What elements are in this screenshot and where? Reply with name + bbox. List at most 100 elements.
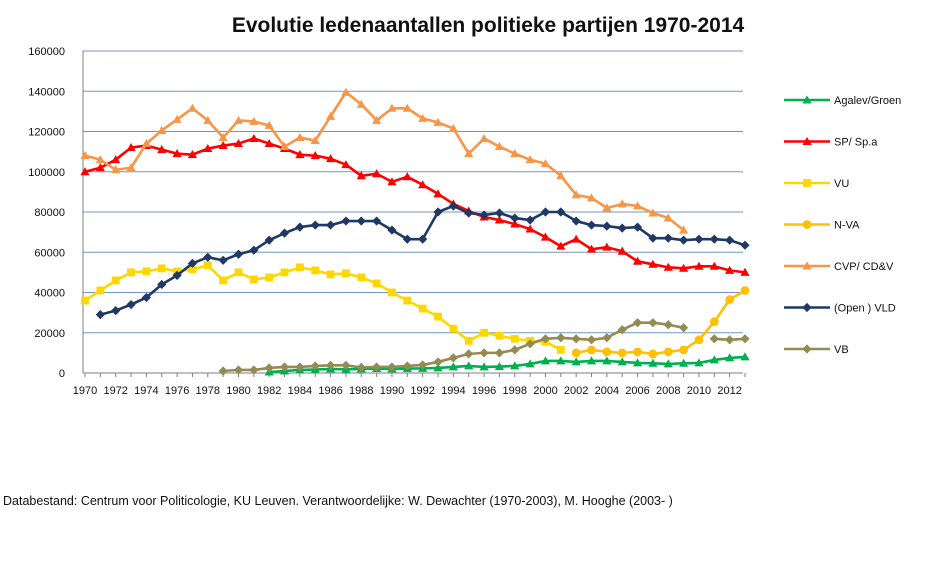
- y-tick-label: 140000: [28, 86, 65, 98]
- data-point: [325, 154, 336, 163]
- x-tick-label: 2000: [533, 385, 557, 397]
- data-point: [617, 223, 627, 233]
- data-point: [602, 347, 612, 357]
- data-point: [586, 356, 597, 365]
- data-point: [571, 334, 581, 344]
- data-point: [709, 234, 719, 244]
- y-tick-label: 40000: [34, 288, 65, 300]
- data-point: [218, 132, 228, 141]
- data-point: [388, 288, 396, 297]
- data-point: [602, 221, 612, 231]
- data-point: [480, 328, 488, 337]
- data-point: [203, 115, 213, 124]
- series-vu: [81, 261, 565, 354]
- series-open-vld: [95, 201, 750, 320]
- data-point: [617, 325, 627, 335]
- data-point: [679, 323, 689, 333]
- data-point: [264, 120, 274, 129]
- data-point: [325, 111, 336, 120]
- data-point: [648, 233, 658, 243]
- data-point: [448, 201, 458, 211]
- x-tick-label: 1988: [349, 385, 373, 397]
- data-point: [571, 216, 581, 226]
- data-point: [494, 361, 505, 371]
- data-point: [679, 345, 688, 355]
- data-point: [434, 312, 442, 321]
- data-point: [341, 360, 351, 370]
- legend-marker: [802, 220, 812, 229]
- series-agalev-groen: [264, 352, 750, 376]
- series-cvp-cd-v: [80, 87, 689, 234]
- data-point: [448, 362, 458, 371]
- data-point: [341, 87, 351, 96]
- data-point: [725, 235, 735, 245]
- y-tick-label: 100000: [28, 167, 65, 179]
- data-point: [571, 190, 581, 199]
- data-point: [356, 362, 366, 372]
- data-point: [679, 263, 689, 272]
- data-point: [571, 348, 581, 358]
- data-point: [464, 349, 474, 359]
- series-line: [84, 137, 746, 274]
- legend-label: VB: [834, 344, 849, 356]
- legend-marker: [802, 136, 812, 145]
- data-point: [479, 210, 489, 220]
- data-point: [372, 115, 382, 124]
- legend-item-vu: VU: [784, 178, 849, 190]
- data-point: [694, 261, 704, 270]
- data-point: [295, 362, 305, 372]
- data-point: [280, 268, 289, 277]
- data-point: [80, 167, 90, 176]
- data-point: [510, 219, 520, 228]
- data-point: [679, 225, 689, 234]
- legend-marker: [802, 302, 812, 313]
- legend-marker: [802, 344, 812, 354]
- data-point: [725, 265, 735, 274]
- data-point: [632, 318, 643, 328]
- data-point: [402, 361, 412, 371]
- data-point: [510, 361, 520, 370]
- x-tick-label: 2010: [687, 385, 711, 397]
- data-point: [111, 276, 120, 285]
- series-group: [80, 87, 750, 376]
- data-point: [648, 259, 658, 268]
- data-point: [279, 228, 290, 238]
- data-point: [403, 296, 412, 305]
- data-point: [265, 273, 274, 282]
- x-tick-label: 2012: [717, 385, 741, 397]
- data-point: [663, 233, 673, 243]
- data-point: [525, 359, 535, 368]
- data-point: [725, 295, 735, 304]
- data-point: [172, 114, 182, 123]
- data-point: [679, 235, 689, 245]
- data-point: [372, 169, 382, 178]
- data-point: [586, 220, 597, 230]
- data-point: [157, 145, 167, 154]
- data-point: [326, 270, 335, 279]
- legend-label: CVP/ CD&V: [834, 261, 894, 273]
- x-tick-label: 1980: [226, 385, 250, 397]
- data-point: [602, 356, 612, 365]
- data-point: [356, 99, 366, 108]
- data-point: [418, 113, 428, 122]
- data-point: [81, 296, 89, 305]
- x-tick-label: 1982: [257, 385, 281, 397]
- data-point: [694, 358, 704, 367]
- data-point: [494, 208, 505, 218]
- data-point: [494, 348, 505, 358]
- data-point: [157, 125, 167, 134]
- data-point: [556, 171, 566, 180]
- data-point: [96, 286, 105, 295]
- data-point: [464, 149, 474, 158]
- data-point: [372, 279, 381, 288]
- data-point: [433, 117, 443, 126]
- data-point: [479, 362, 489, 371]
- data-point: [556, 345, 565, 354]
- data-point: [433, 357, 443, 367]
- data-point: [295, 150, 305, 159]
- data-point: [372, 362, 382, 372]
- data-point: [233, 115, 244, 124]
- data-point: [264, 138, 274, 148]
- data-point: [310, 135, 320, 145]
- data-point: [172, 149, 182, 158]
